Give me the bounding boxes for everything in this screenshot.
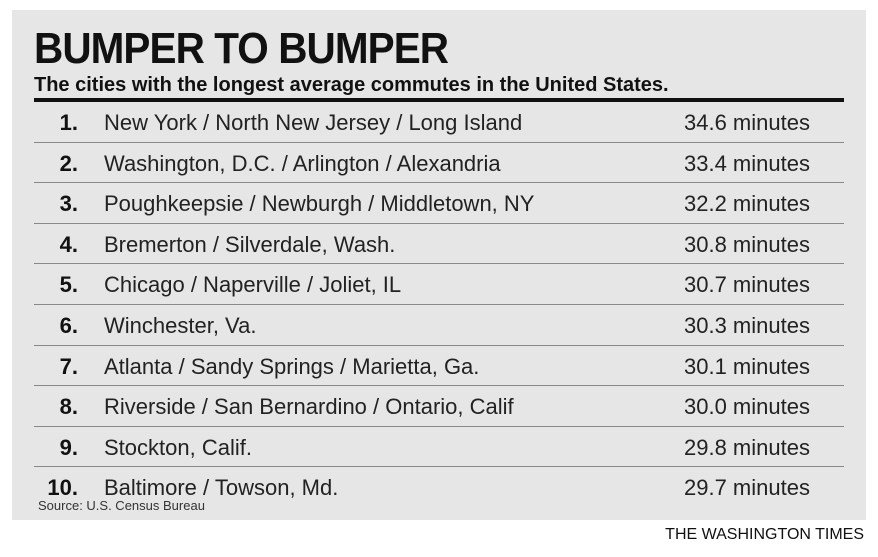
table-row: 8. Riverside / San Bernardino / Ontario, …: [34, 386, 844, 427]
title: BUMPER TO BUMPER: [34, 24, 449, 73]
city: Poughkeepsie / Newburgh / Middletown, NY: [104, 191, 535, 217]
rank: 6.: [59, 312, 78, 338]
table-row: 9. Stockton, Calif. 29.8 minutes: [34, 427, 844, 468]
time: 30.1 minutes: [684, 353, 810, 379]
time: 30.0 minutes: [684, 394, 810, 420]
time: 29.8 minutes: [684, 434, 810, 460]
rank: 1.: [59, 110, 78, 135]
panel: BUMPER TO BUMPER The cities with the lon…: [12, 10, 866, 520]
rank: 8.: [59, 394, 78, 420]
city: New York / North New Jersey / Long Islan…: [104, 110, 523, 135]
rule: [34, 98, 844, 102]
rank: 10.: [47, 475, 78, 501]
rank: 4.: [59, 231, 78, 257]
city: Atlanta / Sandy Springs / Marietta, Ga.: [104, 353, 480, 379]
table: 1. New York / North New Jersey / Long Isl…: [34, 102, 844, 507]
city: Baltimore / Towson, Md.: [104, 475, 339, 501]
table-row: 2. Washington, D.C. / Arlington / Alexand…: [34, 143, 844, 184]
city: Stockton, Calif.: [104, 434, 252, 460]
time: 34.6 minutes: [684, 110, 810, 135]
rank: 5.: [59, 272, 78, 298]
city: Winchester, Va.: [104, 312, 257, 338]
rank: 9.: [59, 434, 78, 460]
time: 30.8 minutes: [684, 231, 810, 257]
time: 29.7 minutes: [684, 475, 810, 501]
table-row: 4. Bremerton / Silverdale, Wash. 30.8 minu…: [34, 224, 844, 265]
city: Chicago / Naperville / Joliet, IL: [104, 272, 402, 298]
rank: 7.: [59, 353, 78, 379]
time: 30.3 minutes: [684, 312, 810, 338]
source: Source: U.S. Census Bureau: [38, 498, 205, 513]
city: Washington, D.C. / Arlington / Alexandri…: [104, 150, 501, 176]
subtitle: The cities with the longest average comm…: [34, 74, 669, 96]
time: 30.7 minutes: [684, 272, 810, 298]
rank: 2.: [59, 150, 78, 176]
table-row: 5. Chicago / Naperville / Joliet, IL 30.7 …: [34, 264, 844, 305]
time: 33.4 minutes: [684, 150, 810, 176]
table-row: 7. Atlanta / Sandy Springs / Marietta, Ga…: [34, 346, 844, 387]
table-row: 6. Winchester, Va. 30.3 minutes: [34, 305, 844, 346]
table-row: 10. Baltimore / Towson, Md. 29.7 minutes: [34, 467, 844, 507]
city: Bremerton / Silverdale, Wash.: [104, 231, 396, 257]
table-row: 3. Poughkeepsie / Newburgh / Middletown, …: [34, 183, 844, 224]
credit: THE WASHINGTON TIMES: [665, 526, 864, 543]
rank: 3.: [59, 191, 78, 217]
city: Riverside / San Bernardino / Ontario, Ca…: [104, 394, 514, 420]
table-row: 1. New York / North New Jersey / Long Isl…: [34, 102, 844, 143]
time: 32.2 minutes: [684, 191, 810, 217]
